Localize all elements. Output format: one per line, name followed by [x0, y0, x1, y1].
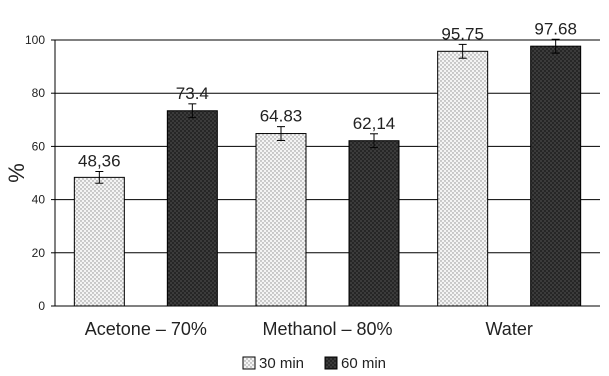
legend-swatch: [242, 356, 256, 370]
legend: 30 min 60 min: [242, 355, 386, 372]
y-tick-label: 20: [32, 246, 46, 260]
bar-60min: [348, 140, 400, 307]
data-label: 64.83: [260, 107, 303, 126]
y-axis-title: %: [4, 163, 29, 183]
bar-60min: [530, 45, 582, 307]
data-label: 73.4: [176, 84, 209, 103]
y-tick-label: 100: [25, 33, 45, 47]
y-tick-label: 80: [32, 86, 46, 100]
bar-30min: [437, 50, 489, 307]
data-label: 62,14: [353, 114, 396, 133]
legend-label: 60 min: [341, 355, 386, 372]
y-axis-ticks: 0 20 40 60 80 100: [25, 33, 55, 313]
x-category-label: Methanol – 80%: [262, 319, 392, 339]
x-category-label: Water: [485, 319, 532, 339]
data-labels: 48,36 73.4 64.83 62,14 95.75 97.68: [78, 19, 577, 170]
data-label: 95.75: [441, 24, 484, 43]
x-category-label: Acetone – 70%: [85, 319, 207, 339]
grid-lines: [55, 39, 600, 307]
y-tick-label: 60: [32, 139, 46, 153]
bar-60min: [166, 110, 218, 307]
x-axis-labels: Acetone – 70% Methanol – 80% Water: [85, 319, 533, 339]
y-tick-label: 0: [38, 299, 45, 313]
data-label: 48,36: [78, 152, 121, 171]
bars: [73, 38, 582, 307]
y-tick-label: 40: [32, 193, 46, 207]
bar-30min: [255, 133, 307, 307]
legend-swatch: [324, 356, 338, 370]
legend-label: 30 min: [259, 355, 304, 372]
bar-30min: [73, 176, 125, 307]
data-label: 97.68: [534, 19, 577, 38]
